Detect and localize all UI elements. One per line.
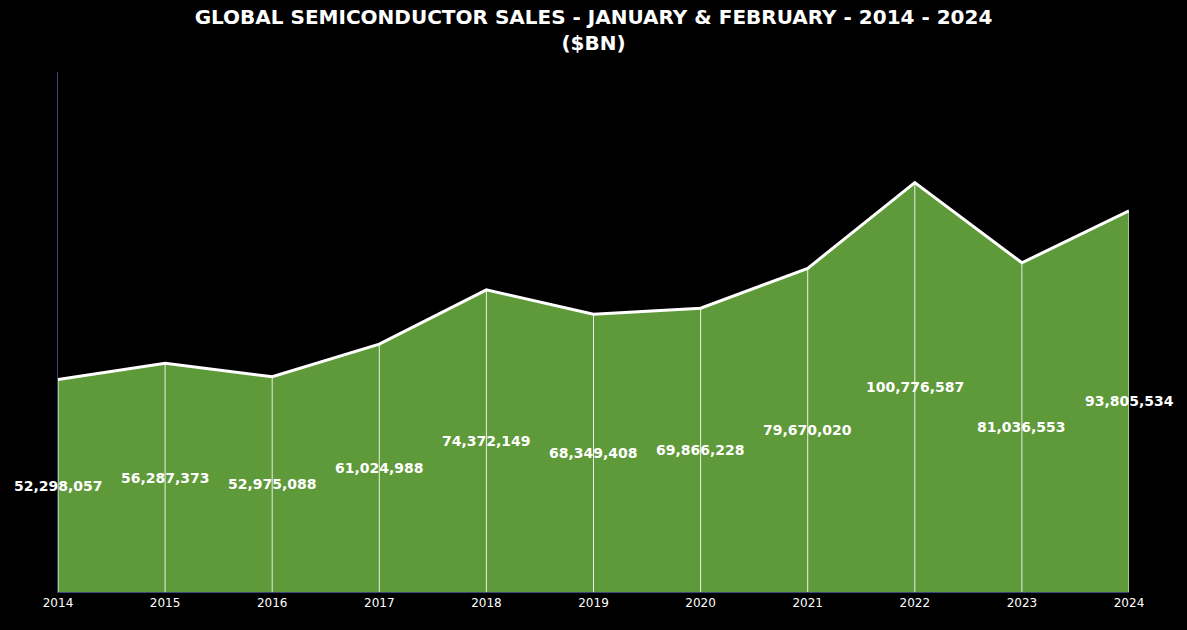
svg-text:2020: 2020 [685, 596, 716, 610]
svg-text:61,024,988: 61,024,988 [335, 460, 424, 476]
svg-text:2024: 2024 [1114, 596, 1145, 610]
svg-text:100,776,587: 100,776,587 [866, 379, 964, 395]
svg-text:GLOBAL SEMICONDUCTOR SALES - J: GLOBAL SEMICONDUCTOR SALES - JANUARY & F… [195, 5, 993, 55]
svg-text:2019: 2019 [578, 596, 609, 610]
svg-text:81,036,553: 81,036,553 [977, 419, 1066, 435]
svg-text:74,372,149: 74,372,149 [442, 433, 531, 449]
svg-text:2018: 2018 [471, 596, 502, 610]
svg-text:2014: 2014 [43, 596, 74, 610]
svg-text:2021: 2021 [792, 596, 823, 610]
svg-text:69,866,228: 69,866,228 [656, 442, 745, 458]
svg-text:56,287,373: 56,287,373 [121, 470, 210, 486]
svg-text:52,298,057: 52,298,057 [14, 478, 103, 494]
svg-text:2017: 2017 [364, 596, 395, 610]
svg-text:2023: 2023 [1007, 596, 1038, 610]
svg-text:79,670,020: 79,670,020 [763, 422, 852, 438]
svg-text:2022: 2022 [900, 596, 931, 610]
svg-text:52,975,088: 52,975,088 [228, 476, 317, 492]
svg-text:93,805,534: 93,805,534 [1085, 393, 1174, 409]
svg-text:2015: 2015 [150, 596, 181, 610]
svg-text:68,349,408: 68,349,408 [549, 445, 638, 461]
svg-text:2016: 2016 [257, 596, 288, 610]
